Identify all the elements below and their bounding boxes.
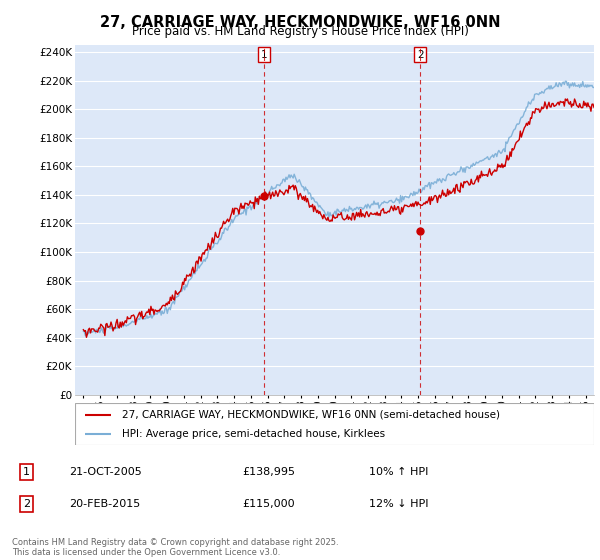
Text: 2: 2	[417, 50, 424, 60]
FancyBboxPatch shape	[75, 403, 594, 445]
Text: 20-FEB-2015: 20-FEB-2015	[70, 499, 141, 509]
Text: Price paid vs. HM Land Registry's House Price Index (HPI): Price paid vs. HM Land Registry's House …	[131, 25, 469, 38]
Text: Contains HM Land Registry data © Crown copyright and database right 2025.
This d: Contains HM Land Registry data © Crown c…	[12, 538, 338, 557]
Text: 1: 1	[261, 50, 268, 60]
Text: HPI: Average price, semi-detached house, Kirklees: HPI: Average price, semi-detached house,…	[122, 429, 385, 439]
Text: 2: 2	[23, 499, 30, 509]
Text: 10% ↑ HPI: 10% ↑ HPI	[369, 467, 428, 477]
Text: 1: 1	[23, 467, 30, 477]
Text: 27, CARRIAGE WAY, HECKMONDWIKE, WF16 0NN: 27, CARRIAGE WAY, HECKMONDWIKE, WF16 0NN	[100, 15, 500, 30]
Text: £138,995: £138,995	[242, 467, 295, 477]
Text: 12% ↓ HPI: 12% ↓ HPI	[369, 499, 428, 509]
Text: £115,000: £115,000	[242, 499, 295, 509]
Text: 21-OCT-2005: 21-OCT-2005	[70, 467, 142, 477]
Text: 27, CARRIAGE WAY, HECKMONDWIKE, WF16 0NN (semi-detached house): 27, CARRIAGE WAY, HECKMONDWIKE, WF16 0NN…	[122, 409, 500, 419]
